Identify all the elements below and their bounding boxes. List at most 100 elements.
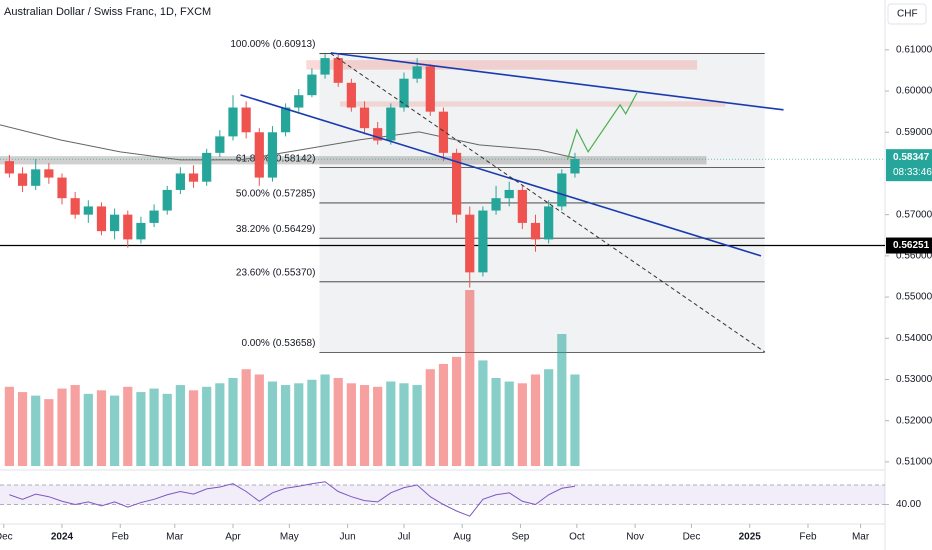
candle-body xyxy=(241,107,251,133)
x-tick-label: Mar xyxy=(852,532,870,543)
candle-body xyxy=(333,58,343,83)
candle-body xyxy=(57,177,67,199)
x-tick-label: Jul xyxy=(398,532,411,543)
volume-bar xyxy=(451,356,462,466)
volume-bar xyxy=(202,386,212,466)
volume-bar xyxy=(530,374,541,466)
candle-body xyxy=(228,107,238,137)
volume-bar xyxy=(320,374,330,466)
candle-body xyxy=(346,82,356,108)
x-tick-label: 2024 xyxy=(51,532,74,543)
y-tick-label: 0.55000 xyxy=(896,292,932,303)
trendline xyxy=(330,52,784,111)
chart-title: Australian Dollar / Swiss Franc, 1D, FXC… xyxy=(4,6,211,18)
volume-bar xyxy=(110,395,120,466)
x-tick-label: Jun xyxy=(340,532,356,543)
support-label: 0.56251 xyxy=(893,240,930,251)
y-tick-label: 0.57000 xyxy=(896,209,932,220)
candle-body xyxy=(504,189,514,199)
moving-average xyxy=(0,124,576,161)
candle-body xyxy=(267,132,278,178)
candle-body xyxy=(320,58,330,75)
candle-body xyxy=(215,136,225,153)
x-tick-label: Dec xyxy=(0,532,13,543)
x-tick-label: Dec xyxy=(683,532,701,543)
candle-body xyxy=(4,161,14,174)
volume-bar xyxy=(44,399,54,466)
trendline xyxy=(330,53,766,353)
candle-body xyxy=(544,206,554,240)
candle-body xyxy=(517,189,527,223)
zone xyxy=(340,101,726,107)
candle-body xyxy=(123,214,133,240)
candle-body xyxy=(451,152,462,215)
candle-body xyxy=(438,111,449,153)
volume-bar xyxy=(123,386,133,466)
candle-body xyxy=(83,206,93,215)
candle-body xyxy=(31,169,41,186)
candle-body xyxy=(386,107,396,141)
x-tick-label: Mar xyxy=(166,532,184,543)
currency-box[interactable] xyxy=(887,3,927,25)
candle-body xyxy=(188,173,199,182)
volume-bar xyxy=(241,369,251,466)
volume-bar xyxy=(83,393,93,466)
volume-bar xyxy=(281,385,291,466)
volume-bar xyxy=(491,378,501,466)
fib-label: 38.20% (0.56429) xyxy=(236,224,316,235)
x-tick-label: Oct xyxy=(569,532,585,543)
fib-label: 23.60% (0.55370) xyxy=(236,267,316,278)
volume-bar xyxy=(386,381,396,466)
zone xyxy=(0,156,707,165)
last-price-label: 0.58347 xyxy=(893,152,930,163)
currency[interactable]: CHF xyxy=(897,9,918,20)
fib-label: 100.00% (0.60913) xyxy=(230,39,315,50)
candle-body xyxy=(70,198,80,215)
volume-bar xyxy=(425,369,435,466)
volume-bar xyxy=(544,369,554,466)
volume-bar xyxy=(4,386,14,466)
y-tick-label: 0.56000 xyxy=(896,251,932,262)
support-box xyxy=(886,237,932,254)
candle-body xyxy=(294,95,304,108)
candle-body xyxy=(136,222,146,240)
y-tick-label: 0.54000 xyxy=(896,333,932,344)
volume-bar xyxy=(412,385,422,466)
y-tick-label: 0.52000 xyxy=(896,415,932,426)
volume-bar xyxy=(215,383,225,466)
candle-body xyxy=(425,66,435,112)
volume-bar xyxy=(399,383,409,466)
candle-body xyxy=(110,214,120,232)
candle-body xyxy=(17,173,28,186)
volume-bar xyxy=(136,392,146,466)
x-tick-label: Nov xyxy=(626,532,644,543)
volume-bar xyxy=(438,363,449,466)
volume-bar xyxy=(162,393,172,466)
candle-body xyxy=(465,214,475,273)
volume-bar xyxy=(504,381,514,466)
candle-body xyxy=(149,210,159,223)
candle-body xyxy=(175,173,185,190)
candle-body xyxy=(162,189,172,211)
x-tick-label: Feb xyxy=(799,532,817,543)
countdown-label: 08:33:46 xyxy=(893,167,932,178)
volume-bar xyxy=(96,390,107,466)
x-tick-label: Aug xyxy=(453,532,471,543)
x-tick-label: Apr xyxy=(225,532,241,543)
volume-bar xyxy=(557,334,567,466)
y-tick-label: 0.60000 xyxy=(896,86,932,97)
candle-body xyxy=(530,222,541,240)
volume-bar xyxy=(465,290,475,466)
volume-bar xyxy=(17,392,28,466)
fib-label: 50.00% (0.57285) xyxy=(236,189,316,200)
candle-body xyxy=(281,107,291,133)
y-tick-label: 0.53000 xyxy=(896,374,932,385)
rsi-band xyxy=(0,485,885,505)
volume-bar xyxy=(307,379,317,466)
candle-body xyxy=(254,132,264,178)
volume-bar xyxy=(175,385,185,466)
candle-body xyxy=(202,152,212,182)
volume-bar xyxy=(373,386,383,466)
volume-bar xyxy=(359,385,370,466)
